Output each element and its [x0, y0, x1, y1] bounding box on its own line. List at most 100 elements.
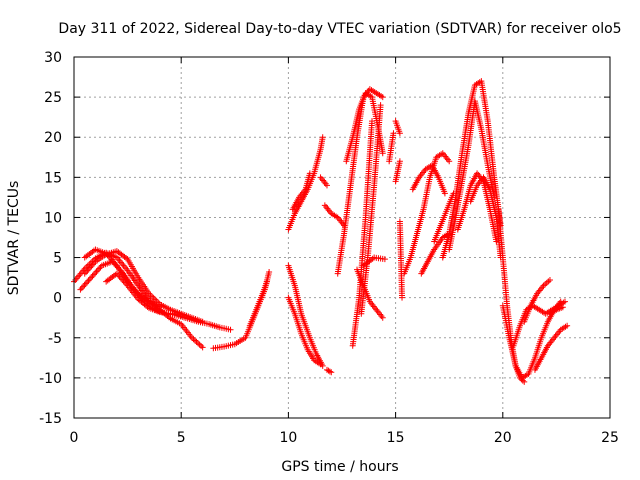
- series-arc-9: [285, 294, 324, 368]
- data-point: [319, 134, 326, 141]
- data-point: [81, 282, 88, 289]
- y-axis-title: SDTVAR / TECUs: [6, 181, 22, 296]
- series-arc-25: [401, 150, 453, 277]
- data-point: [546, 277, 553, 284]
- data-point: [84, 279, 91, 286]
- data-point: [85, 277, 92, 284]
- series-arc-3: [77, 258, 234, 333]
- series-arc-36: [521, 277, 553, 325]
- data-point: [521, 378, 528, 385]
- x-tick-label: 0: [70, 430, 79, 446]
- y-tick-label: 0: [53, 291, 62, 307]
- data-point: [88, 274, 95, 281]
- series-arc-28: [431, 190, 457, 245]
- data-point: [190, 336, 197, 343]
- series-arc-8: [285, 262, 326, 369]
- y-tick-label: -15: [39, 411, 62, 427]
- data-point: [198, 343, 205, 350]
- data-point: [193, 338, 200, 345]
- data-point: [86, 276, 93, 283]
- data-point: [399, 294, 406, 301]
- x-tick-label: 5: [177, 430, 186, 446]
- data-point: [381, 256, 388, 263]
- data-point: [306, 170, 313, 177]
- x-tick-label: 20: [494, 430, 512, 446]
- plot-frame: [73, 56, 611, 419]
- data-point: [317, 361, 324, 368]
- data-point: [195, 340, 202, 347]
- data-point: [379, 94, 386, 101]
- series-arc-34: [499, 298, 564, 381]
- series-arc-24: [392, 158, 403, 185]
- series-arc-26: [409, 162, 448, 197]
- series-arc-15: [334, 86, 386, 277]
- series-arc-6: [210, 268, 273, 352]
- y-tick-label: 10: [44, 210, 62, 226]
- data-point: [92, 270, 99, 277]
- data-point: [441, 190, 448, 197]
- data-point: [377, 102, 384, 109]
- data-point: [191, 337, 198, 344]
- series-arc-38: [546, 304, 566, 317]
- y-tick-label: -10: [39, 371, 62, 387]
- data-point: [89, 273, 96, 280]
- series-arc-31: [454, 170, 500, 245]
- y-tick-label: 5: [53, 251, 62, 267]
- data-point: [263, 278, 270, 285]
- series-arc-5: [81, 246, 163, 311]
- data-point: [379, 150, 386, 157]
- series-arc-22: [392, 118, 403, 137]
- data-point: [80, 283, 87, 290]
- series-arc-30: [446, 98, 498, 253]
- series-arc-21: [386, 130, 397, 165]
- series-arc-37: [531, 322, 571, 373]
- series-arc-14: [321, 202, 348, 229]
- data-point: [446, 158, 453, 165]
- data-point: [564, 322, 571, 329]
- y-tick-label: -5: [48, 331, 62, 347]
- data-point: [82, 280, 89, 287]
- y-tick-label: 25: [44, 90, 62, 106]
- x-tick-label: 10: [279, 430, 297, 446]
- data-point: [390, 130, 397, 137]
- y-tick-label: 15: [44, 170, 62, 186]
- data-point: [323, 182, 330, 189]
- y-tick-label: 30: [44, 50, 62, 66]
- series-arc-13: [323, 366, 335, 376]
- data-point: [90, 271, 97, 278]
- series-arc-7: [246, 278, 270, 329]
- data-point: [326, 368, 333, 375]
- data-point: [379, 314, 386, 321]
- data-point: [396, 158, 403, 165]
- data-point: [77, 286, 84, 293]
- data-point: [328, 369, 335, 376]
- data-point: [561, 298, 568, 305]
- data-point: [156, 304, 163, 311]
- data-point: [369, 118, 376, 125]
- series-arc-2: [81, 248, 206, 325]
- x-tick-label: 25: [601, 430, 619, 446]
- data-point: [196, 341, 203, 348]
- series-arc-20: [360, 254, 388, 269]
- x-tick-label: 15: [387, 430, 405, 446]
- data-point: [559, 304, 566, 311]
- data-point: [519, 377, 526, 384]
- series-arc-12: [317, 174, 330, 189]
- series-arc-23: [396, 218, 406, 301]
- chart-title: Day 311 of 2022, Sidereal Day-to-day VTE…: [58, 21, 621, 37]
- data-point: [96, 265, 103, 272]
- axis-ticks: 0 5 10 15 20 25 -15 -10 -5 0 5 10 15 20 25 30: [39, 50, 619, 446]
- series-arc-11: [289, 170, 313, 213]
- data-point: [199, 344, 206, 351]
- data-point: [94, 267, 101, 274]
- data-point: [266, 268, 273, 275]
- data-point: [227, 326, 234, 333]
- data-point: [396, 130, 403, 137]
- data-point: [178, 311, 185, 318]
- data-points: [71, 78, 571, 385]
- series-arc-32: [467, 174, 504, 261]
- y-tick-label: 20: [44, 130, 62, 146]
- series-arc-19: [354, 266, 386, 321]
